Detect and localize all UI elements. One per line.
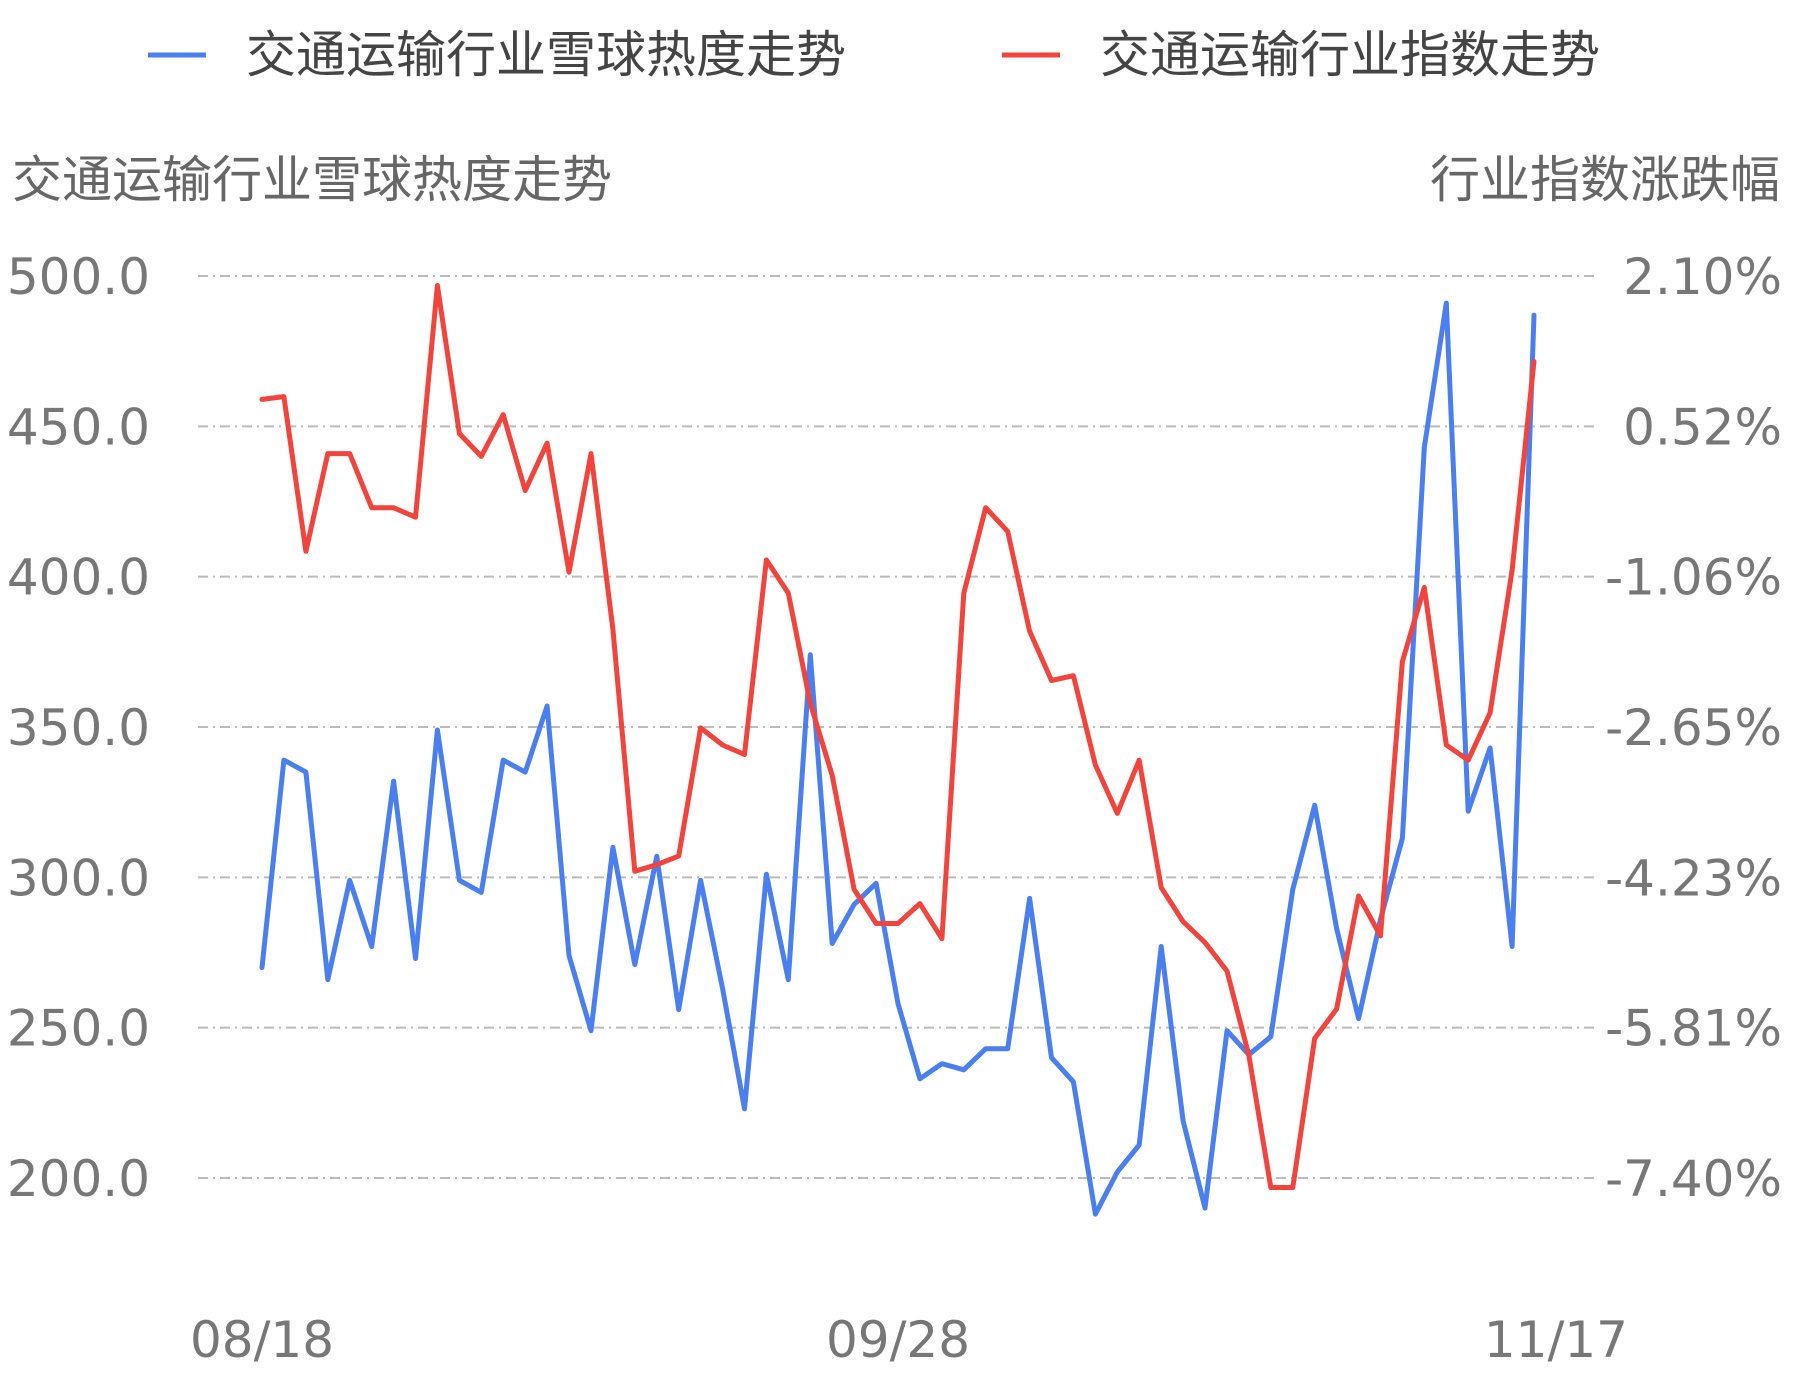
left-tick-label: 500.0 xyxy=(7,248,150,306)
left-tick-label: 350.0 xyxy=(7,699,150,757)
series-line-index[interactable] xyxy=(259,283,1537,1190)
x-tick-label: 11/17 xyxy=(1484,1311,1628,1369)
left-tick-label: 400.0 xyxy=(7,549,150,607)
legend-item-index[interactable]: 交通运输行业指数走势 xyxy=(1002,26,1600,84)
legend-label-index: 交通运输行业指数走势 xyxy=(1100,26,1600,84)
right-tick-label: -1.06% xyxy=(1605,549,1782,607)
right-tick-label: -4.23% xyxy=(1605,849,1782,907)
x-axis-ticks: 08/18 09/28 11/17 xyxy=(190,1311,1628,1369)
legend-label-heat: 交通运输行业雪球热度走势 xyxy=(246,26,846,84)
left-axis-ticks: 500.0 450.0 400.0 350.0 300.0 250.0 200.0 xyxy=(7,248,150,1208)
left-tick-label: 200.0 xyxy=(7,1150,150,1208)
gridlines xyxy=(198,275,1598,1179)
left-tick-label: 300.0 xyxy=(7,849,150,907)
series-layer xyxy=(259,283,1537,1217)
left-tick-label: 450.0 xyxy=(7,398,150,456)
series-line-heat[interactable] xyxy=(259,300,1537,1217)
right-tick-label: -7.40% xyxy=(1605,1150,1782,1208)
left-tick-label: 250.0 xyxy=(7,1000,150,1058)
right-tick-label: -5.81% xyxy=(1605,1000,1782,1058)
legend: 交通运输行业雪球热度走势 交通运输行业指数走势 xyxy=(148,26,1600,84)
legend-item-heat[interactable]: 交通运输行业雪球热度走势 xyxy=(148,26,846,84)
x-tick-label: 08/18 xyxy=(190,1311,334,1369)
right-tick-label: 0.52% xyxy=(1623,398,1782,456)
left-axis-title: 交通运输行业雪球热度走势 xyxy=(12,151,612,209)
right-axis-title: 行业指数涨跌幅 xyxy=(1430,151,1780,209)
right-tick-label: 2.10% xyxy=(1623,248,1782,306)
right-tick-label: -2.65% xyxy=(1605,699,1782,757)
x-tick-label: 09/28 xyxy=(826,1311,970,1369)
right-axis-ticks: 2.10% 0.52% -1.06% -2.65% -4.23% -5.81% -7.40% xyxy=(1605,248,1782,1208)
